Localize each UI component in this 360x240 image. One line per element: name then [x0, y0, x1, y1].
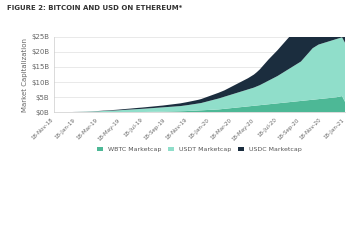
Y-axis label: Market Capitalization: Market Capitalization: [22, 38, 28, 112]
Text: FIGURE 2: BITCOIN AND USD ON ETHEREUM*: FIGURE 2: BITCOIN AND USD ON ETHEREUM*: [7, 5, 183, 11]
Legend: WBTC Marketcap, USDT Marketcap, USDC Marketcap: WBTC Marketcap, USDT Marketcap, USDC Mar…: [95, 144, 304, 155]
